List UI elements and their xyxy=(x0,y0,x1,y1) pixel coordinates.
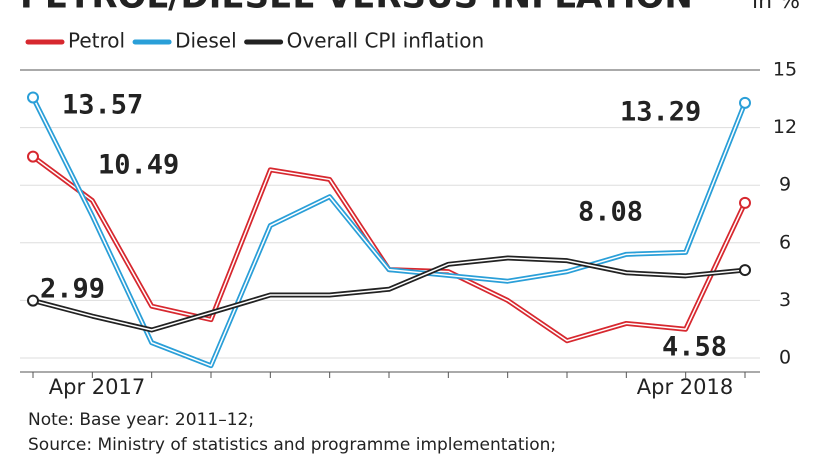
x-tick-label: Apr 2018 xyxy=(637,375,733,399)
legend-label: Diesel xyxy=(175,29,237,53)
end-marker xyxy=(739,96,751,109)
series-line xyxy=(32,97,746,367)
note: Note: Base year: 2011–12; xyxy=(28,410,254,430)
legend-label: Overall CPI inflation xyxy=(287,29,485,53)
chart-title: PETROL/DIESEL VERSUS INFLATION xyxy=(20,0,693,17)
data-label: 13.29 xyxy=(620,97,701,128)
legend: Petrol Diesel Overall CPI inflation xyxy=(25,29,485,53)
end-marker xyxy=(739,196,751,209)
y-tick-label: 0 xyxy=(779,347,791,369)
y-tick-label: 12 xyxy=(773,116,797,138)
data-label: 13.57 xyxy=(62,90,143,121)
end-marker xyxy=(739,264,751,277)
y-tick-label: 3 xyxy=(779,289,791,311)
x-tick-label: Apr 2017 xyxy=(49,375,145,399)
y-tick-label: 6 xyxy=(779,231,791,253)
end-marker xyxy=(27,294,39,307)
y-tick-label: 9 xyxy=(779,174,791,196)
data-label: 4.58 xyxy=(662,332,727,363)
data-label: 2.99 xyxy=(40,274,105,305)
legend-label: Petrol xyxy=(68,29,125,53)
unit-label: in % xyxy=(752,0,800,14)
series-line xyxy=(32,257,746,331)
y-tick-label: 15 xyxy=(773,59,797,81)
plot: 0 3 6 9 12 15 Apr 2017 Apr 2018 xyxy=(20,59,797,399)
data-label: 10.49 xyxy=(98,150,179,181)
end-marker xyxy=(27,150,39,163)
data-label: 8.08 xyxy=(578,197,643,228)
end-marker xyxy=(27,91,39,104)
note: Source: Ministry of statistics and progr… xyxy=(28,435,556,455)
